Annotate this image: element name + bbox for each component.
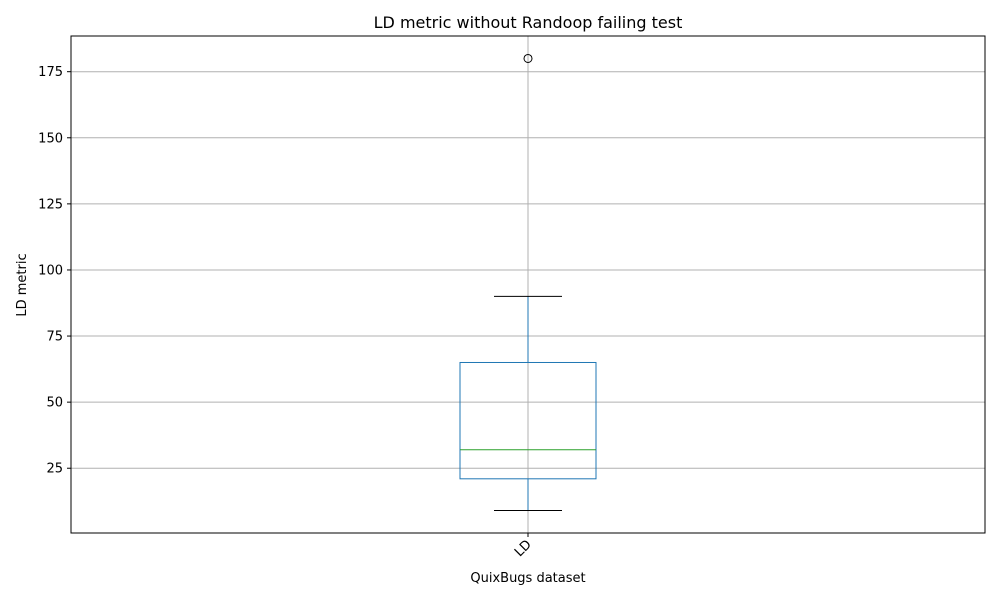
box-plot-series — [459, 53, 597, 512]
x-axis-ticks: LD — [512, 533, 535, 560]
y-tick-label: 50 — [46, 396, 63, 411]
y-axis-label: LD metric — [15, 253, 30, 316]
interquartile-box — [459, 361, 597, 480]
chart-title: LD metric without Randoop failing test — [374, 13, 683, 32]
x-axis-label: QuixBugs dataset — [470, 571, 585, 586]
y-tick-label: 175 — [38, 65, 63, 80]
box-LD — [459, 53, 597, 512]
y-tick-label: 25 — [46, 462, 63, 477]
y-tick-label: 125 — [38, 197, 63, 212]
x-tick-label: LD — [512, 537, 535, 560]
grid-lines — [71, 36, 985, 533]
outlier-point — [523, 53, 533, 63]
y-tick-label: 150 — [38, 131, 63, 146]
y-tick-label: 75 — [46, 330, 63, 345]
y-axis-ticks: 25 50 75 100 125 150 175 — [38, 65, 71, 477]
y-tick-label: 100 — [38, 263, 63, 278]
